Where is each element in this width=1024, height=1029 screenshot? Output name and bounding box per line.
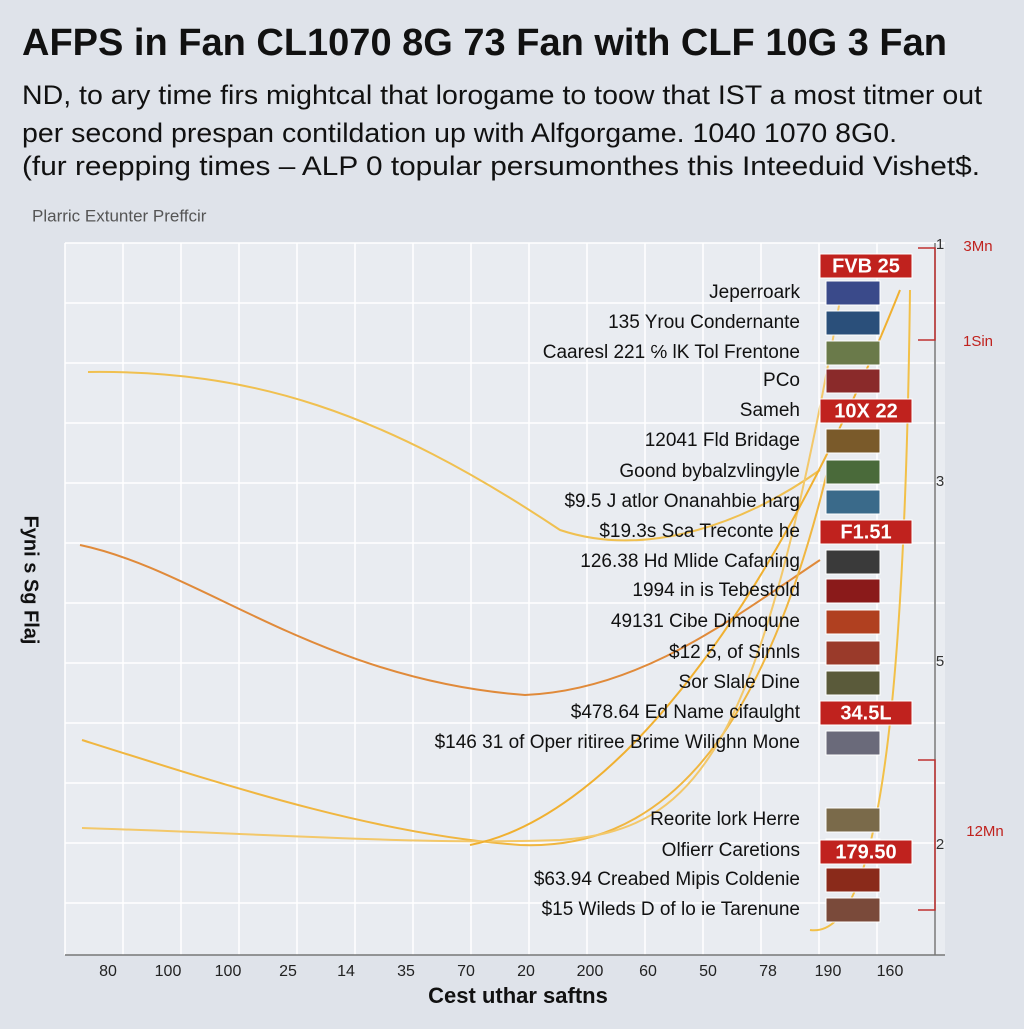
badge-text: 10X 22: [834, 400, 897, 422]
subtitle-line: ND, to ary time firs mightcal that lorog…: [22, 80, 983, 110]
thumbnail: [825, 459, 881, 485]
x-axis-label: Cest uthar saftns: [428, 983, 608, 1008]
x-tick-label: 80: [99, 963, 117, 980]
thumbnail: [825, 867, 881, 893]
right-label: 5: [936, 653, 944, 670]
x-tick-label: 14: [337, 963, 355, 980]
x-tick-label: 60: [639, 963, 657, 980]
list-item: Jeperroark: [709, 282, 800, 303]
thumbnail: [825, 897, 881, 923]
title: AFPS in Fan CL1070 8G 73 Fan with CLF 10…: [22, 22, 947, 64]
thumbnail: [825, 578, 881, 604]
list-item: $9.5 J atlor Onanahbie harg: [564, 491, 800, 512]
bracket: [918, 247, 936, 341]
right-label: 2: [936, 836, 944, 853]
list-item: Sameh: [740, 400, 800, 421]
thumbnail: [825, 640, 881, 666]
list-item: 12041 Fld Bridage: [645, 430, 800, 451]
curve: [81, 299, 841, 843]
x-tick-label: 35: [397, 963, 415, 980]
right-label: 1: [936, 236, 944, 253]
x-tick-label: 160: [877, 963, 904, 980]
list-item: $478.64 Ed Name cifaulght: [571, 702, 801, 723]
right-label: 12Mn: [966, 823, 1004, 840]
list-item: $12 5, of Sinnls: [669, 642, 800, 663]
x-tick-label: 50: [699, 963, 717, 980]
curve: [81, 459, 831, 847]
list-item: $15 Wileds D of lo ie Tarenune: [542, 899, 800, 920]
x-tick-label: 70: [457, 963, 475, 980]
x-tick-label: 25: [279, 963, 297, 980]
badge: [819, 398, 913, 424]
thumbnail: [825, 730, 881, 756]
list-item: $19.3s Sca Treconte he: [599, 521, 800, 542]
curve: [87, 370, 821, 542]
legend-label: Plarric Extunter Preffcir: [32, 206, 207, 225]
right-label: 1Sin: [963, 333, 993, 350]
list-item: Reorite lork Herre: [650, 809, 800, 830]
thumbnail: [825, 340, 881, 366]
thumbnail: [825, 807, 881, 833]
x-tick-label: 78: [759, 963, 777, 980]
list-item: Caaresl 221 ℅ lK Tol Frentone: [543, 342, 800, 363]
thumbnail: [825, 310, 881, 336]
list-item: 135 Yrou Condernante: [608, 312, 800, 333]
thumbnail: [825, 280, 881, 306]
list-item: PCo: [763, 370, 800, 391]
list-item: Sor Slale Dine: [679, 672, 800, 693]
list-item: 126.38 Hd Mlide Cafaning: [580, 551, 800, 572]
thumbnail: [825, 489, 881, 515]
thumbnail: [825, 549, 881, 575]
x-tick-label: 20: [517, 963, 535, 980]
x-tick-label: 100: [215, 963, 242, 980]
list-item: 49131 Cibe Dimoqune: [611, 611, 800, 632]
badge: [819, 700, 913, 726]
badge: [819, 519, 913, 545]
list-item: Goond bybalzvlingyle: [619, 461, 800, 482]
x-tick-label: 100: [155, 963, 182, 980]
x-tick-label: 190: [815, 963, 842, 980]
badge-text: 179.50: [835, 841, 896, 863]
subtitle-line: per second prespan contildation up with …: [22, 118, 897, 148]
right-label: 3: [936, 473, 944, 490]
badge-text: FVB 25: [832, 255, 900, 277]
thumbnail: [825, 609, 881, 635]
list-item: 1994 in is Tebestold: [632, 580, 800, 601]
list-item: Olfierr Caretions: [662, 840, 800, 861]
plot-area: [65, 243, 945, 955]
x-tick-label: 200: [577, 963, 604, 980]
thumbnail: [825, 670, 881, 696]
badge: [819, 253, 913, 279]
thumbnail: [825, 428, 881, 454]
right-label: 3Mn: [963, 238, 992, 255]
grid: [64, 242, 945, 955]
list-item: $63.94 Creabed Mipis Coldenie: [534, 869, 800, 890]
curve: [79, 544, 821, 697]
badge-text: 34.5L: [840, 702, 891, 724]
y-axis-label: Fyni s Sg Flaj: [20, 516, 42, 645]
brackets: [918, 247, 936, 911]
thumbnail: [825, 368, 881, 394]
list-item: $146 31 of Oper ritiree Brime Wilighn Mo…: [435, 732, 800, 753]
subtitle-line: (fur reepping times – ALP 0 topular pers…: [22, 151, 980, 181]
badge-text: F1.51: [840, 521, 891, 543]
badge: [819, 839, 913, 865]
bracket: [918, 759, 936, 911]
